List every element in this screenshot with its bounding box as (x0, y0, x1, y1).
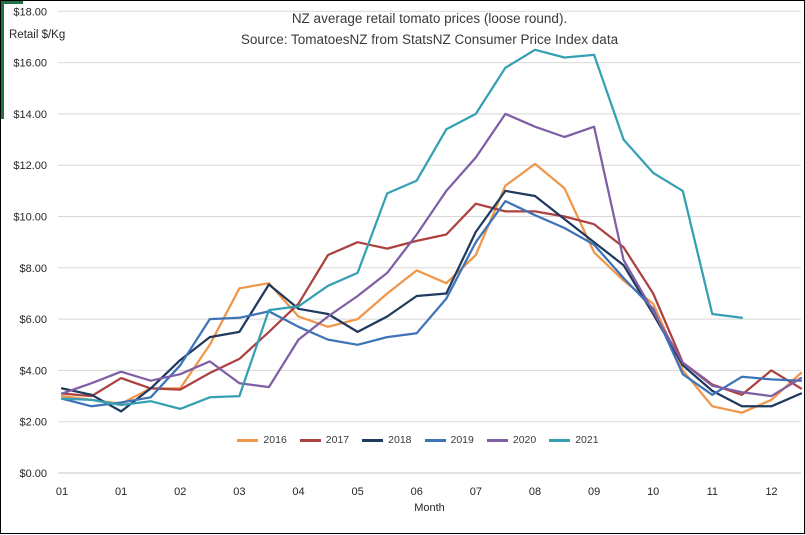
legend-swatch-2018 (362, 438, 384, 442)
x-tick-label: 07 (470, 486, 482, 498)
legend-item-2019[interactable]: 2019 (424, 434, 474, 446)
x-tick-label: 06 (411, 486, 423, 498)
y-tick-label: $16.00 (13, 58, 47, 70)
y-tick-label: $10.00 (13, 212, 47, 224)
x-tick-label: 04 (292, 486, 304, 498)
y-tick-label: $6.00 (19, 314, 47, 326)
x-tick-label: 05 (351, 486, 363, 498)
legend-item-2016[interactable]: 2016 (237, 434, 287, 446)
legend-item-2018[interactable]: 2018 (362, 434, 412, 446)
y-tick-label: $2.00 (19, 417, 47, 429)
legend-label-2017: 2017 (325, 434, 350, 446)
x-tick-label: 10 (647, 486, 659, 498)
y-tick-label: $4.00 (19, 365, 47, 377)
x-tick-label: 02 (174, 486, 186, 498)
legend-label-2018: 2018 (388, 434, 412, 446)
legend-swatch-2017 (299, 438, 321, 442)
series-line-2016 (60, 162, 803, 414)
legend-swatch-2016 (237, 438, 259, 442)
y-tick-label: $8.00 (19, 263, 47, 275)
excel-selection-accent-left (1, 1, 4, 119)
legend-swatch-2020 (486, 438, 508, 442)
legend-label-2016: 2016 (263, 434, 287, 446)
y-tick-label: $18.00 (13, 6, 47, 18)
x-tick-label: 01 (115, 486, 127, 498)
legend-label-2019: 2019 (450, 434, 474, 446)
series-line-2021 (60, 48, 744, 411)
excel-selection-accent-top (1, 1, 23, 4)
x-tick-label: 08 (529, 486, 541, 498)
legend-label-2020: 2020 (512, 434, 537, 446)
legend-swatch-2021 (549, 438, 571, 442)
series-line-2019 (60, 199, 803, 408)
legend-item-2021[interactable]: 2021 (549, 434, 599, 446)
legend-swatch-2019 (424, 438, 446, 442)
y-axis-title: Retail $/Kg (9, 29, 66, 41)
legend-item-2020[interactable]: 2020 (486, 434, 537, 446)
y-tick-label: $0.00 (19, 468, 47, 480)
x-tick-label: 11 (707, 486, 718, 498)
legend-label-2021: 2021 (575, 434, 599, 446)
series-line-2020 (60, 112, 803, 398)
x-axis-title: Month (414, 502, 445, 514)
y-tick-label: $14.00 (13, 109, 47, 121)
x-tick-label: 03 (233, 486, 245, 498)
x-tick-label: 01 (56, 486, 68, 498)
legend-item-2017[interactable]: 2017 (299, 434, 350, 446)
series-line-2017 (60, 202, 803, 398)
x-tick-label: 09 (588, 486, 600, 498)
x-tick-label: 12 (765, 486, 777, 498)
y-tick-label: $12.00 (13, 160, 47, 172)
chart-legend: 2016 2017 2018 2019 2020 2021 (58, 434, 778, 446)
